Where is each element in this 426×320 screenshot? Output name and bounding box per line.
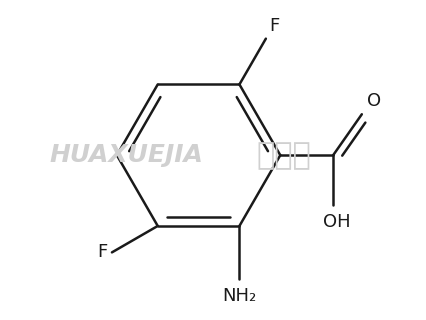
Text: F: F bbox=[97, 244, 107, 261]
Text: 化学加: 化学加 bbox=[256, 141, 311, 170]
Text: F: F bbox=[270, 17, 280, 35]
Text: HUAXUEJIA: HUAXUEJIA bbox=[49, 143, 204, 167]
Text: O: O bbox=[367, 92, 381, 110]
Text: NH₂: NH₂ bbox=[222, 286, 256, 305]
Text: OH: OH bbox=[323, 213, 351, 231]
